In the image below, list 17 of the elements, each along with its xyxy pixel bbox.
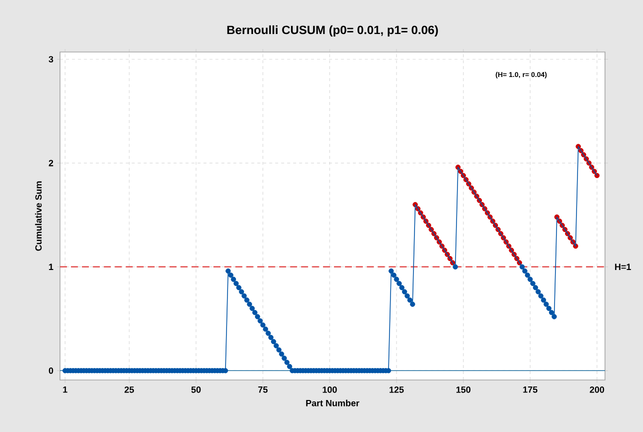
x-tick-label: 50 [191,386,201,393]
x-axis-title: Part Number [306,400,360,406]
x-tick-label: 25 [124,386,134,393]
y-tick-label: 1 [49,264,54,270]
y-tick-label: 0 [48,367,54,374]
y-axis-title: Cumulative Sum [35,181,42,251]
y-tick-label: 2 [48,160,54,166]
x-tick-label: 125 [390,386,404,393]
x-tick-label: 75 [258,386,268,393]
chart-title: Bernoulli CUSUM (p0= 0.01, p1= 0.06) [227,25,438,37]
x-tick-label: 175 [523,386,538,393]
x-tick-label: 150 [456,386,470,393]
x-tick-label: 100 [322,386,337,393]
y-tick-label: 3 [48,56,54,62]
x-tick-label: 1 [63,386,68,393]
ref-line-label: H=1 [615,264,631,270]
x-tick-label: 200 [590,386,604,393]
